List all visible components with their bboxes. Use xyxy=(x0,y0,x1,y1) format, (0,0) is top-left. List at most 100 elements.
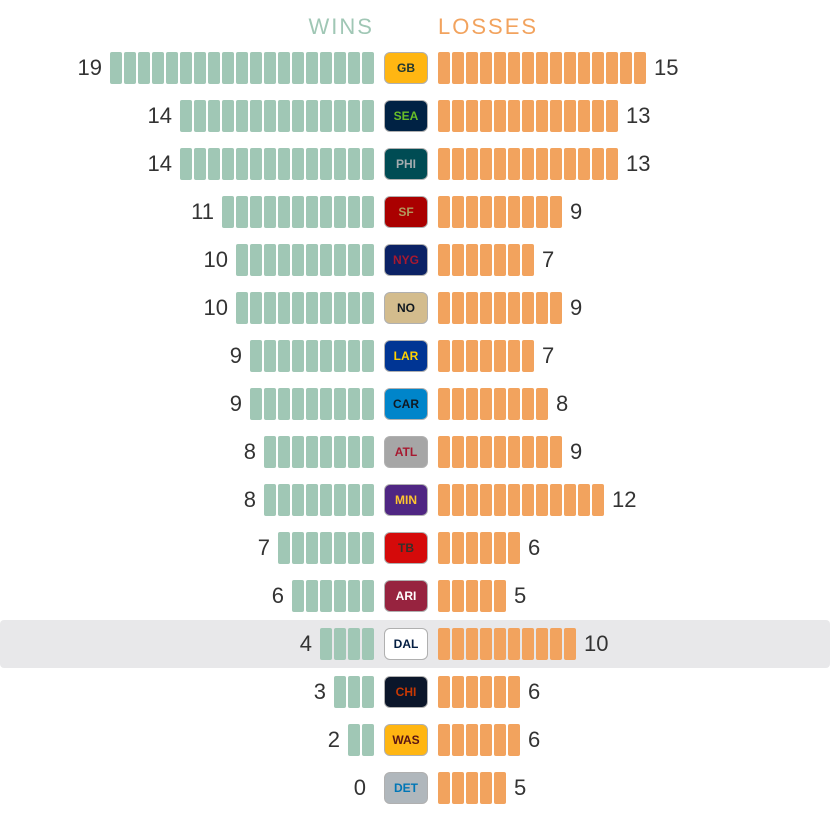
loss-tally-bar xyxy=(522,628,534,660)
win-tally-bar xyxy=(362,148,374,180)
wins-value: 8 xyxy=(244,439,256,465)
team-row: 10NYG7 xyxy=(0,236,830,284)
wins-side: 14 xyxy=(0,100,380,132)
wins-side: 19 xyxy=(0,52,380,84)
win-tally-bar xyxy=(362,676,374,708)
loss-tally-bar xyxy=(494,196,506,228)
loss-tally-bar xyxy=(494,52,506,84)
team-logo-cell: SF xyxy=(380,196,432,228)
loss-tally-bar xyxy=(522,436,534,468)
losses-bars xyxy=(438,580,506,612)
team-logo-cell: DAL xyxy=(380,628,432,660)
loss-tally-bar xyxy=(438,484,450,516)
win-tally-bar xyxy=(306,532,318,564)
losses-side: 6 xyxy=(432,676,830,708)
loss-tally-bar xyxy=(494,532,506,564)
loss-tally-bar xyxy=(480,244,492,276)
loss-tally-bar xyxy=(522,388,534,420)
team-logo: TB xyxy=(384,532,428,564)
loss-tally-bar xyxy=(508,676,520,708)
win-tally-bar xyxy=(348,580,360,612)
loss-tally-bar xyxy=(438,388,450,420)
losses-side: 6 xyxy=(432,724,830,756)
loss-tally-bar xyxy=(480,340,492,372)
win-tally-bar xyxy=(334,244,346,276)
team-logo: SEA xyxy=(384,100,428,132)
loss-tally-bar xyxy=(536,52,548,84)
win-tally-bar xyxy=(362,244,374,276)
win-tally-bar xyxy=(362,340,374,372)
win-tally-bar xyxy=(250,148,262,180)
win-tally-bar xyxy=(362,52,374,84)
loss-tally-bar xyxy=(592,148,604,180)
loss-tally-bar xyxy=(508,100,520,132)
loss-tally-bar xyxy=(466,196,478,228)
loss-tally-bar xyxy=(466,484,478,516)
loss-tally-bar xyxy=(480,676,492,708)
loss-tally-bar xyxy=(578,100,590,132)
wins-bars xyxy=(264,484,374,516)
win-tally-bar xyxy=(320,196,332,228)
loss-tally-bar xyxy=(480,580,492,612)
losses-bars xyxy=(438,436,562,468)
loss-tally-bar xyxy=(452,484,464,516)
win-tally-bar xyxy=(334,52,346,84)
loss-tally-bar xyxy=(466,676,478,708)
win-tally-bar xyxy=(292,52,304,84)
losses-bars xyxy=(438,628,576,660)
wins-value: 7 xyxy=(258,535,270,561)
win-tally-bar xyxy=(306,340,318,372)
team-logo-cell: MIN xyxy=(380,484,432,516)
win-tally-bar xyxy=(110,52,122,84)
loss-tally-bar xyxy=(606,52,618,84)
loss-tally-bar xyxy=(466,580,478,612)
win-tally-bar xyxy=(292,196,304,228)
wins-value: 14 xyxy=(148,151,172,177)
wins-side: 9 xyxy=(0,340,380,372)
loss-tally-bar xyxy=(592,52,604,84)
win-tally-bar xyxy=(292,532,304,564)
win-tally-bar xyxy=(292,436,304,468)
win-tally-bar xyxy=(348,196,360,228)
loss-tally-bar xyxy=(522,244,534,276)
loss-tally-bar xyxy=(480,52,492,84)
loss-tally-bar xyxy=(578,52,590,84)
losses-value: 7 xyxy=(542,343,554,369)
win-tally-bar xyxy=(250,292,262,324)
win-tally-bar xyxy=(152,52,164,84)
losses-bars xyxy=(438,100,618,132)
win-tally-bar xyxy=(250,388,262,420)
win-tally-bar xyxy=(264,484,276,516)
team-logo-cell: LAR xyxy=(380,340,432,372)
team-row: 7TB6 xyxy=(0,524,830,572)
win-tally-bar xyxy=(348,484,360,516)
win-tally-bar xyxy=(306,580,318,612)
losses-value: 6 xyxy=(528,727,540,753)
win-tally-bar xyxy=(362,532,374,564)
win-tally-bar xyxy=(264,100,276,132)
win-tally-bar xyxy=(320,52,332,84)
loss-tally-bar xyxy=(438,580,450,612)
win-tally-bar xyxy=(320,244,332,276)
loss-tally-bar xyxy=(452,292,464,324)
losses-bars xyxy=(438,484,604,516)
loss-tally-bar xyxy=(480,772,492,804)
win-tally-bar xyxy=(194,100,206,132)
loss-tally-bar xyxy=(494,628,506,660)
losses-side: 9 xyxy=(432,292,830,324)
loss-tally-bar xyxy=(494,484,506,516)
chart-rows: 19GB1514SEA1314PHI1311SF910NYG710NO99LAR… xyxy=(0,40,830,812)
loss-tally-bar xyxy=(606,100,618,132)
win-tally-bar xyxy=(250,244,262,276)
wins-value: 10 xyxy=(204,247,228,273)
team-abbr: WAS xyxy=(392,733,419,747)
team-abbr: PHI xyxy=(396,157,416,171)
losses-bars xyxy=(438,676,520,708)
team-logo: CHI xyxy=(384,676,428,708)
win-tally-bar xyxy=(180,100,192,132)
win-tally-bar xyxy=(278,292,290,324)
win-tally-bar xyxy=(250,340,262,372)
win-tally-bar xyxy=(362,292,374,324)
loss-tally-bar xyxy=(452,724,464,756)
wins-side: 0 xyxy=(0,775,380,801)
